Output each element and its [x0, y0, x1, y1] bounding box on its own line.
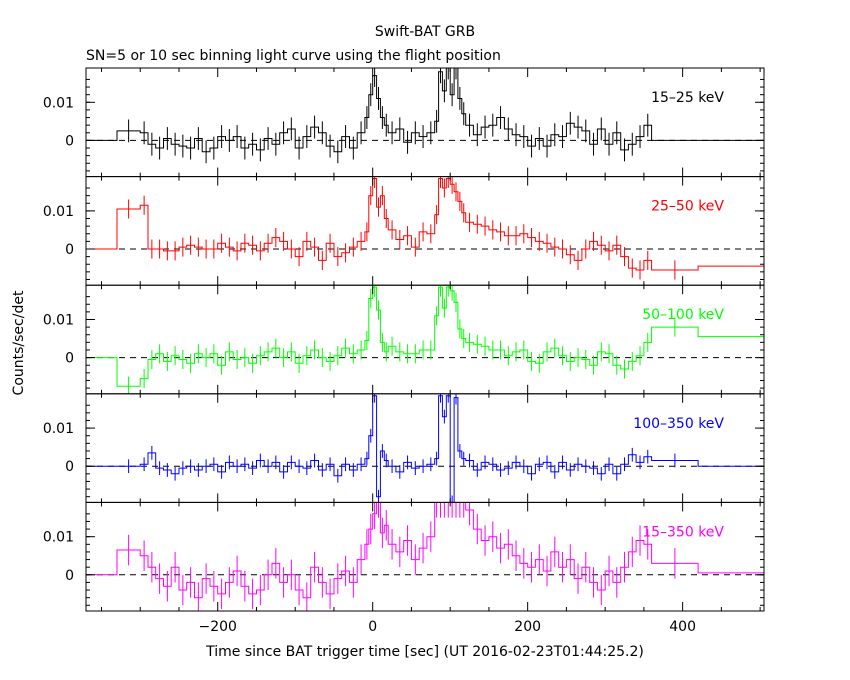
data-group	[86, 176, 764, 280]
data-group	[86, 68, 764, 164]
chart-title: Swift-BAT GRB	[375, 24, 475, 40]
light-curve-steps	[86, 502, 764, 599]
y-tick-label: 0.01	[43, 95, 74, 111]
band-label: 100–350 keV	[633, 416, 724, 432]
x-tick-label: 0	[368, 619, 377, 635]
y-tick-label: 0	[65, 568, 74, 584]
data-group	[86, 502, 764, 611]
x-axis-label: Time since BAT trigger time [sec] (UT 20…	[205, 644, 644, 660]
panels-group: 0 0.01 15–25 keV 0 0.01 25–50 keV 0 0.01 50–100 …	[43, 67, 765, 635]
y-tick-label: 0	[65, 242, 74, 258]
y-tick-label: 0.01	[43, 312, 74, 328]
panel-4: 0 0.01 100–350 keV	[43, 393, 765, 503]
light-curve-steps	[86, 286, 764, 387]
panel-frame	[85, 284, 765, 395]
panel-3: 0 0.01 50–100 keV	[43, 284, 765, 395]
panel-frame	[85, 176, 765, 286]
y-tick-label: 0	[65, 133, 74, 149]
band-label: 15–350 keV	[642, 524, 724, 540]
panel-frame	[85, 67, 765, 178]
x-tick-label: −200	[198, 619, 236, 635]
panel-frame	[85, 501, 765, 612]
band-label: 15–25 keV	[651, 90, 724, 106]
light-curve-steps	[86, 178, 764, 271]
y-tick-label: 0.01	[43, 530, 74, 546]
panel-frame	[85, 393, 765, 503]
x-tick-label: 400	[669, 619, 696, 635]
y-axis-label: Counts/sec/det	[11, 290, 27, 395]
data-group	[86, 393, 764, 503]
x-tick-label: 200	[514, 619, 541, 635]
y-tick-label: 0.01	[43, 204, 74, 220]
y-tick-label: 0	[65, 351, 74, 367]
light-curve-steps	[86, 68, 764, 153]
panel-1: 0 0.01 15–25 keV	[43, 67, 765, 178]
y-tick-label: 0.01	[43, 421, 74, 437]
panel-5: 0 0.01 15–350 keV	[43, 501, 765, 612]
band-label: 25–50 keV	[651, 199, 724, 215]
panel-2: 0 0.01 25–50 keV	[43, 176, 765, 286]
light-curve-steps	[86, 395, 764, 503]
y-tick-label: 0	[65, 459, 74, 475]
data-group	[86, 285, 764, 394]
band-label: 50–100 keV	[642, 307, 724, 323]
chart-subtitle: SN=5 or 10 sec binning light curve using…	[86, 48, 501, 64]
